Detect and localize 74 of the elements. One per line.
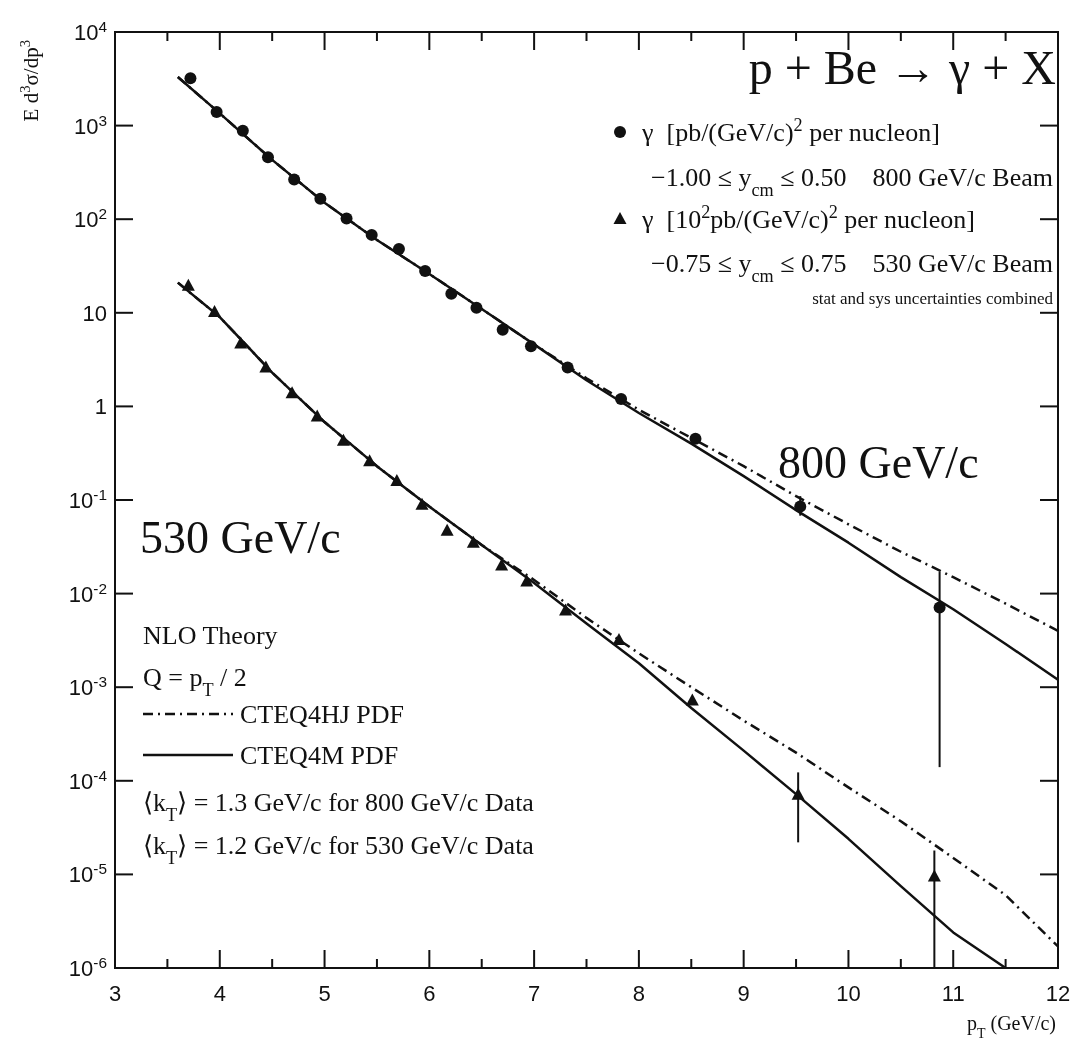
y-tick-label: 10$^{-2}$ [68, 579, 107, 607]
point [259, 360, 273, 373]
point [184, 72, 197, 85]
x-tick-label: 12 [1045, 981, 1071, 1006]
point [415, 497, 429, 510]
point [419, 264, 432, 277]
point [689, 432, 702, 445]
y-tick-label: 10$^{-1}$ [68, 485, 107, 513]
point [559, 603, 573, 616]
x-tick-label: 10 [836, 981, 861, 1006]
y-tick-label: 10$^{-6}$ [68, 953, 107, 981]
point [495, 558, 509, 571]
y-tick-label: 10$^{2}$ [73, 204, 107, 233]
chart-title: p + Be → γ + X [748, 41, 1056, 94]
annotation: −0.75 ≤ y$_{cm}$ ≤ 0.75 530 GeV/c Beam [651, 249, 1053, 286]
point [445, 287, 458, 300]
annotation: stat and sys uncertainties combined [812, 289, 1054, 308]
point [933, 601, 946, 614]
point [794, 500, 807, 513]
point [261, 151, 274, 164]
point [440, 523, 454, 536]
point [791, 787, 805, 800]
point [365, 228, 378, 241]
legend-label: CTEQ4HJ PDF [240, 700, 404, 729]
legend-label: γ [pb/(GeV/c)$^{2}$ per nucleon] [641, 115, 940, 147]
point [363, 454, 377, 467]
point [288, 173, 301, 186]
point [390, 473, 404, 486]
x-tick-label: 9 [737, 981, 750, 1006]
annotation: NLO Theory [143, 621, 278, 650]
y-tick-label: 10 [82, 300, 107, 326]
point [234, 336, 248, 349]
y-tick-label: 10$^{-3}$ [68, 672, 107, 701]
legend-label: CTEQ4M PDF [240, 741, 399, 770]
annotation: ⟨k$_{T}$⟩ = 1.2 GeV/c for 530 GeV/c Data [143, 831, 535, 868]
point [524, 340, 537, 353]
x-tick-label: 4 [213, 981, 226, 1006]
point [927, 869, 941, 882]
point [314, 192, 327, 205]
point [615, 392, 628, 405]
y-tick-label: 1 [94, 394, 107, 420]
point [520, 574, 534, 587]
x-tick-label: 3 [108, 981, 122, 1006]
point [310, 409, 324, 422]
point [612, 632, 626, 645]
point [466, 535, 480, 548]
point [340, 212, 353, 225]
point [181, 278, 195, 291]
point [336, 433, 350, 446]
annotation: −1.00 ≤ y$_{cm}$ ≤ 0.50 800 GeV/c Beam [651, 163, 1053, 200]
point [496, 323, 509, 336]
point [470, 301, 483, 314]
point [685, 693, 699, 706]
y-tick-label: 10$^{3}$ [73, 111, 107, 139]
y-tick-label: 10$^{-5}$ [68, 859, 107, 888]
point [208, 305, 222, 317]
point [285, 386, 299, 399]
x-axis-title: p$_{T}$ (GeV/c) [966, 1012, 1056, 1041]
point [210, 105, 223, 118]
x-tick-label: 8 [632, 981, 646, 1006]
annotation: 530 GeV/c [140, 512, 341, 563]
point [561, 361, 574, 374]
annotation: 800 GeV/c [778, 437, 979, 488]
x-tick-label: 7 [527, 981, 541, 1006]
y-tick-label: 10$^{4}$ [73, 17, 108, 45]
point [236, 124, 249, 137]
point [392, 243, 405, 256]
annotation: ⟨k$_{T}$⟩ = 1.3 GeV/c for 800 GeV/c Data [143, 788, 535, 825]
y-tick-label: 10$^{-4}$ [68, 766, 108, 794]
legend-label: γ [10$^{2}$pb/(GeV/c)$^{2}$ per nucleon] [641, 202, 975, 234]
x-tick-label: 6 [423, 981, 436, 1006]
x-tick-label: 11 [941, 981, 965, 1006]
annotation: Q = p$_{T}$ / 2 [143, 663, 247, 700]
x-tick-label: 5 [318, 981, 331, 1006]
